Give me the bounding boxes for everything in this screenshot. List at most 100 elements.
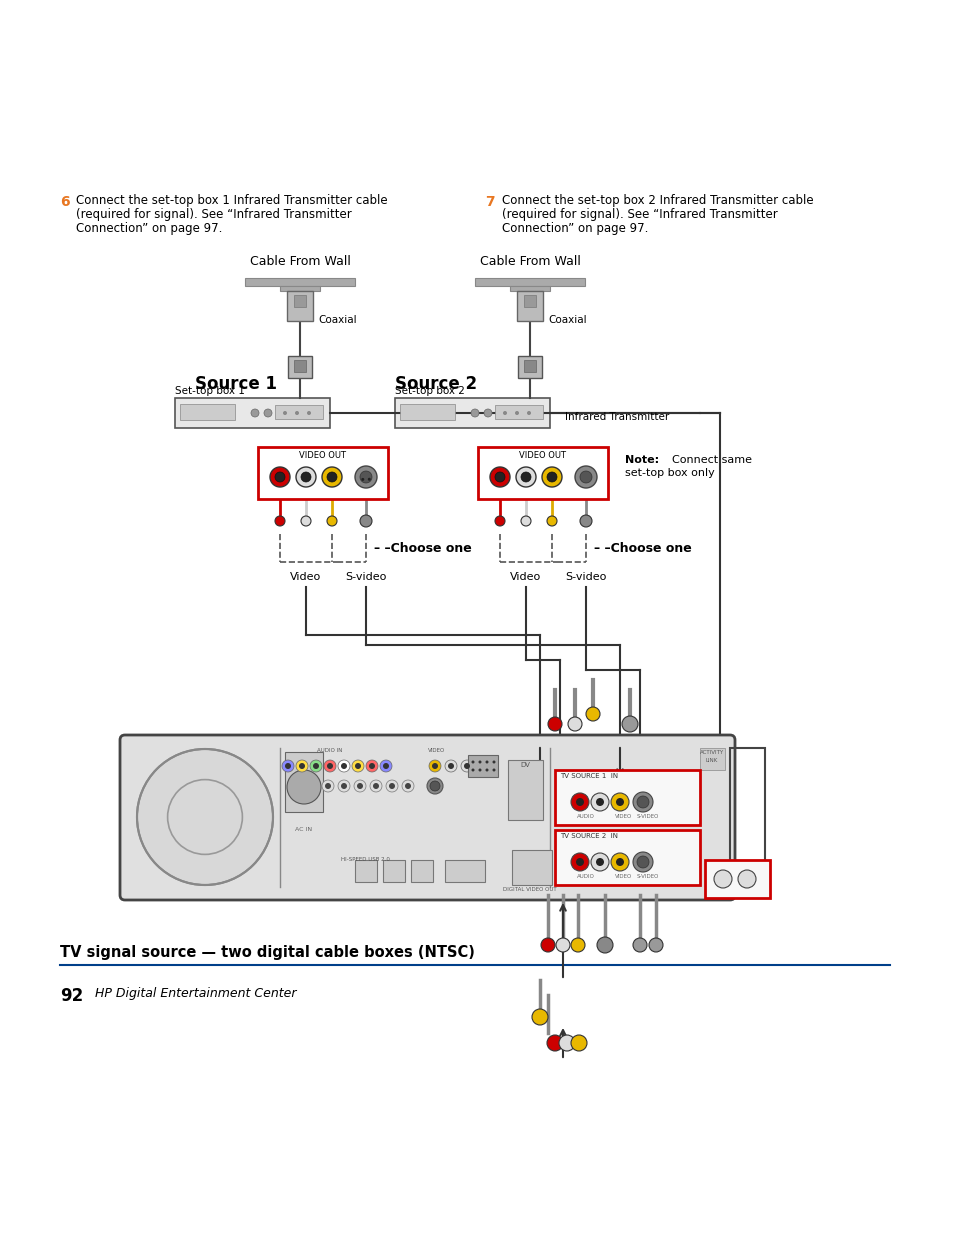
Circle shape <box>366 760 377 772</box>
Circle shape <box>274 472 285 482</box>
Circle shape <box>633 792 652 811</box>
Bar <box>555 830 700 885</box>
Circle shape <box>596 858 603 866</box>
Bar <box>444 860 484 882</box>
Circle shape <box>448 763 454 769</box>
Circle shape <box>295 760 308 772</box>
Circle shape <box>325 783 331 789</box>
Text: VIDEO: VIDEO <box>615 874 632 879</box>
Bar <box>399 404 455 420</box>
Circle shape <box>340 783 347 789</box>
Circle shape <box>520 516 531 526</box>
Text: Set-top box 1: Set-top box 1 <box>174 387 245 396</box>
Text: VIDEO OUT: VIDEO OUT <box>299 451 346 459</box>
Bar <box>495 405 542 419</box>
Bar <box>180 404 234 420</box>
Circle shape <box>369 763 375 769</box>
Circle shape <box>610 853 628 871</box>
Circle shape <box>471 761 474 763</box>
Circle shape <box>485 768 488 772</box>
Circle shape <box>585 706 599 721</box>
Circle shape <box>322 467 341 487</box>
Circle shape <box>301 472 311 482</box>
Bar <box>477 447 607 499</box>
Circle shape <box>313 763 318 769</box>
Text: Connection” on page 97.: Connection” on page 97. <box>76 222 222 235</box>
Circle shape <box>478 761 481 763</box>
Bar <box>411 860 433 882</box>
Circle shape <box>324 760 335 772</box>
Circle shape <box>251 409 258 417</box>
Bar <box>287 291 313 321</box>
Bar <box>245 278 355 287</box>
Circle shape <box>444 760 456 772</box>
Circle shape <box>352 760 364 772</box>
Circle shape <box>571 793 588 811</box>
Bar <box>382 860 405 882</box>
Bar <box>523 359 536 372</box>
Circle shape <box>340 763 347 769</box>
Circle shape <box>546 1035 562 1051</box>
Text: HI-SPEED USB 2.0: HI-SPEED USB 2.0 <box>340 857 389 862</box>
Circle shape <box>355 466 376 488</box>
Circle shape <box>558 1035 575 1051</box>
Bar <box>294 359 306 372</box>
Circle shape <box>298 763 305 769</box>
Circle shape <box>355 763 360 769</box>
Circle shape <box>520 472 531 482</box>
Circle shape <box>637 856 648 868</box>
Circle shape <box>576 798 583 806</box>
Circle shape <box>579 471 592 483</box>
Circle shape <box>492 768 495 772</box>
Text: Set-top box 2: Set-top box 2 <box>395 387 464 396</box>
Text: S-video: S-video <box>565 572 606 582</box>
Text: 6: 6 <box>60 195 70 209</box>
Circle shape <box>532 1009 547 1025</box>
Text: S-video: S-video <box>345 572 386 582</box>
Circle shape <box>359 471 372 483</box>
Circle shape <box>294 411 298 415</box>
Circle shape <box>429 760 440 772</box>
Circle shape <box>648 939 662 952</box>
Circle shape <box>322 781 334 792</box>
Text: S-VIDEO: S-VIDEO <box>637 874 659 879</box>
Text: – –Choose one: – –Choose one <box>374 541 471 555</box>
Text: AUDIO IN: AUDIO IN <box>317 748 342 753</box>
Circle shape <box>389 783 395 789</box>
FancyBboxPatch shape <box>120 735 734 900</box>
Text: (required for signal). See “Infrared Transmitter: (required for signal). See “Infrared Tra… <box>76 207 352 221</box>
Circle shape <box>285 763 291 769</box>
Circle shape <box>541 467 561 487</box>
Text: TV SOURCE 2  IN: TV SOURCE 2 IN <box>559 832 618 839</box>
Circle shape <box>356 783 363 789</box>
Text: DV: DV <box>519 762 529 768</box>
Bar <box>395 398 550 429</box>
Circle shape <box>327 763 333 769</box>
Circle shape <box>502 411 506 415</box>
Text: Connect the set-top box 2 Infrared Transmitter cable: Connect the set-top box 2 Infrared Trans… <box>501 194 813 207</box>
Text: Connect same: Connect same <box>664 454 751 466</box>
Circle shape <box>567 718 581 731</box>
Circle shape <box>270 467 290 487</box>
Circle shape <box>379 760 392 772</box>
Text: Video: Video <box>510 572 541 582</box>
Circle shape <box>301 516 311 526</box>
Circle shape <box>382 763 389 769</box>
Text: VIDEO OUT: VIDEO OUT <box>519 451 566 459</box>
Bar <box>288 356 312 378</box>
Circle shape <box>485 761 488 763</box>
Text: Coaxial: Coaxial <box>317 315 356 325</box>
Bar <box>512 850 552 885</box>
Bar <box>468 755 497 777</box>
Circle shape <box>264 409 272 417</box>
Circle shape <box>571 1035 586 1051</box>
Circle shape <box>283 411 287 415</box>
Circle shape <box>597 937 613 953</box>
Circle shape <box>590 793 608 811</box>
Text: LINK: LINK <box>705 758 718 763</box>
Circle shape <box>546 516 557 526</box>
Circle shape <box>596 798 603 806</box>
Circle shape <box>361 478 364 480</box>
Text: 7: 7 <box>484 195 494 209</box>
Bar <box>274 405 323 419</box>
